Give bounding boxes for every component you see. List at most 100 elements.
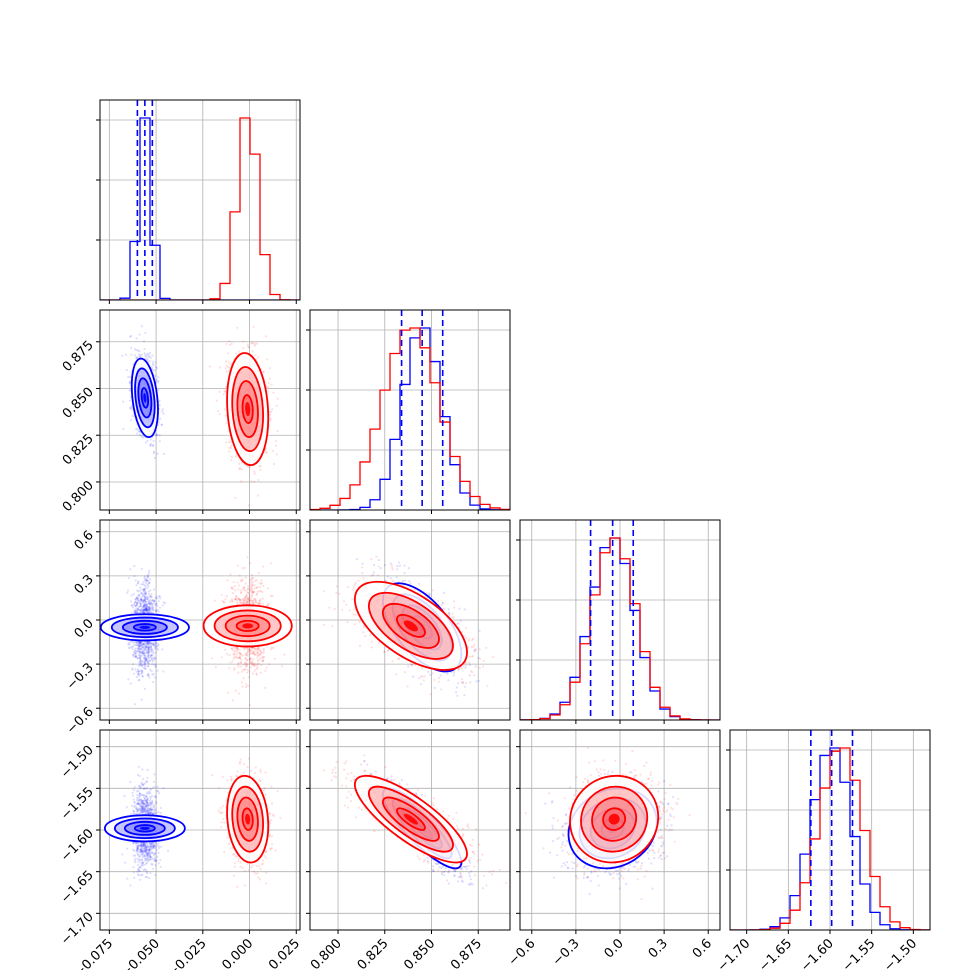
scatter-point <box>254 580 256 582</box>
scatter-point <box>237 588 239 590</box>
y-tick-label: 0.875 <box>60 338 97 375</box>
scatter-point <box>259 586 261 588</box>
scatter-point <box>221 656 223 658</box>
scatter-point <box>154 642 156 644</box>
scatter-point <box>269 414 271 416</box>
scatter-point <box>272 392 274 394</box>
scatter-point <box>248 346 250 348</box>
scatter-point <box>232 592 234 594</box>
scatter-point <box>234 589 236 591</box>
scatter-point <box>149 660 151 662</box>
scatter-point <box>150 596 152 598</box>
scatter-point <box>149 352 151 354</box>
scatter-point <box>244 648 246 650</box>
scatter-point <box>150 357 152 359</box>
panel-2-1 <box>300 520 510 724</box>
scatter-point <box>236 600 238 602</box>
scatter-point <box>254 584 256 586</box>
scatter-point <box>139 665 141 667</box>
scatter-point <box>260 672 262 674</box>
scatter-point <box>265 335 267 337</box>
scatter-point <box>242 567 244 569</box>
scatter-point <box>159 607 161 609</box>
scatter-point <box>137 668 139 670</box>
scatter-point <box>143 609 145 611</box>
scatter-point <box>133 604 135 606</box>
panel-2-0: −0.6−0.30.00.30.6 <box>64 520 300 737</box>
scatter-point <box>271 647 273 649</box>
scatter-point <box>250 480 252 482</box>
scatter-point <box>257 660 259 662</box>
scatter-point <box>148 570 150 572</box>
scatter-point <box>249 590 251 592</box>
scatter-point <box>235 690 237 692</box>
scatter-point <box>142 589 144 591</box>
scatter-point <box>156 379 158 381</box>
scatter-point <box>225 422 227 424</box>
scatter-point <box>464 608 466 610</box>
scatter-point <box>257 649 259 651</box>
scatter-point <box>256 587 258 589</box>
scatter-point <box>144 352 146 354</box>
scatter-point <box>150 438 152 440</box>
scatter-point <box>257 494 259 496</box>
scatter-point <box>231 600 233 602</box>
scatter-point <box>238 652 240 654</box>
scatter-point <box>153 600 155 602</box>
scatter-point <box>238 693 240 695</box>
panel-plot-area <box>100 520 300 720</box>
scatter-point <box>263 648 265 650</box>
scatter-point <box>140 592 142 594</box>
scatter-point <box>453 674 455 676</box>
scatter-point <box>137 428 139 430</box>
scatter-point <box>396 576 398 578</box>
scatter-point <box>133 611 135 613</box>
scatter-point <box>234 497 236 499</box>
scatter-point <box>147 596 149 598</box>
scatter-point <box>150 651 152 653</box>
y-tick-label: 0.825 <box>60 431 97 468</box>
scatter-point <box>238 463 240 465</box>
scatter-point <box>148 603 150 605</box>
scatter-point <box>235 353 237 355</box>
scatter-point <box>133 644 135 646</box>
scatter-point <box>154 676 156 678</box>
scatter-point <box>134 668 136 670</box>
scatter-point <box>130 683 132 685</box>
scatter-point <box>158 421 160 423</box>
scatter-point <box>147 574 149 576</box>
scatter-point <box>136 433 138 435</box>
scatter-point <box>242 686 244 688</box>
scatter-point <box>148 590 150 592</box>
scatter-point <box>254 473 256 475</box>
scatter-point <box>253 481 255 483</box>
scatter-point <box>236 327 238 329</box>
scatter-point <box>146 440 148 442</box>
scatter-point <box>153 588 155 590</box>
scatter-point <box>420 683 422 685</box>
scatter-point <box>139 355 141 357</box>
scatter-point <box>150 445 152 447</box>
scatter-point <box>131 646 133 648</box>
y-tick-label: 0.850 <box>60 385 97 422</box>
scatter-point <box>144 589 146 591</box>
scatter-point <box>236 602 238 604</box>
scatter-point <box>136 650 138 652</box>
scatter-point <box>134 348 136 350</box>
scatter-point <box>162 604 164 606</box>
scatter-point <box>240 580 242 582</box>
scatter-point <box>255 653 257 655</box>
scatter-point <box>251 660 253 662</box>
scatter-point <box>227 579 229 581</box>
scatter-point <box>225 441 227 443</box>
scatter-point <box>148 607 150 609</box>
scatter-point <box>163 601 165 603</box>
scatter-point <box>142 436 144 438</box>
scatter-point <box>281 665 283 667</box>
scatter-point <box>269 367 271 369</box>
scatter-point <box>142 601 144 603</box>
scatter-point <box>144 332 146 334</box>
scatter-point <box>234 585 236 587</box>
scatter-point <box>134 601 136 603</box>
scatter-point <box>249 582 251 584</box>
